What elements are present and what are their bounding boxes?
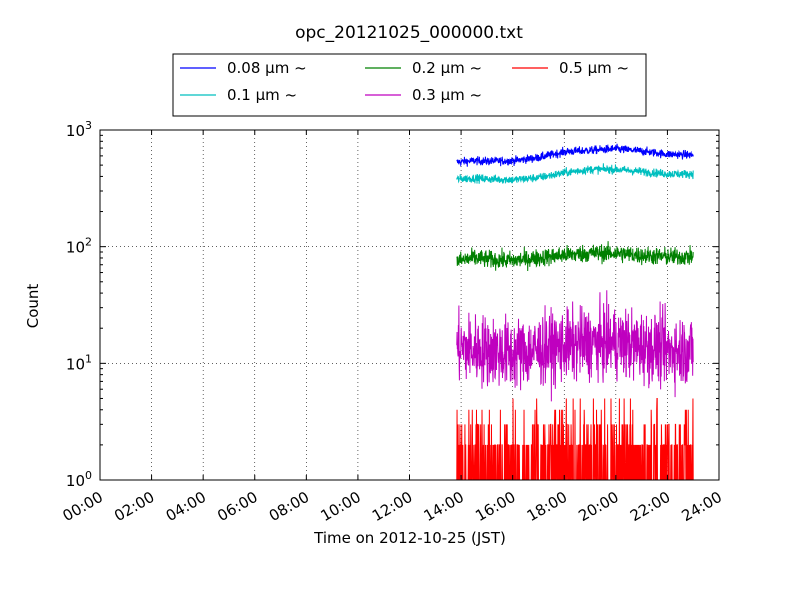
y-tick-label: 100 (66, 469, 92, 490)
series-line-0 (456, 143, 694, 168)
x-tick-label: 04:00 (163, 488, 209, 525)
x-tick-label: 16:00 (472, 488, 518, 525)
grid (100, 130, 719, 480)
x-tick-label: 06:00 (214, 488, 260, 525)
x-axis-label: Time on 2012-10-25 (JST) (313, 529, 506, 547)
x-tick-label: 14:00 (421, 488, 467, 525)
y-tick-label: 102 (66, 236, 92, 257)
legend-label-1: 0.1 μm ~ (227, 86, 297, 104)
legend-frame (172, 53, 647, 117)
legend: 0.08 μm ~ 0.1 μm ~ 0.2 μm ~ 0.3 μm ~ 0.5 μm … (172, 53, 647, 117)
x-tick-label: 08:00 (266, 488, 312, 525)
x-tick-label: 00:00 (60, 488, 106, 525)
y-axis-label: Count (24, 284, 42, 329)
x-tick-label: 22:00 (627, 488, 673, 525)
legend-label-2: 0.2 μm ~ (412, 59, 482, 77)
series-line-2 (456, 241, 694, 272)
chart-title: opc_20121025_000000.txt (295, 23, 523, 43)
x-tick-label: 12:00 (369, 488, 415, 525)
legend-label-4: 0.5 μm ~ (559, 59, 629, 77)
series-line-4 (456, 397, 694, 481)
x-tick-label: 20:00 (575, 488, 621, 525)
y-tick-label: 101 (66, 352, 92, 373)
legend-label-3: 0.3 μm ~ (412, 86, 482, 104)
legend-label-0: 0.08 μm ~ (227, 59, 307, 77)
x-tick-label: 24:00 (679, 488, 725, 525)
y-tick-label: 103 (66, 119, 92, 140)
x-tick-label: 10:00 (317, 488, 363, 525)
series-line-3 (456, 290, 694, 402)
series-line-1 (456, 163, 694, 184)
x-tick-label: 02:00 (111, 488, 157, 525)
series-layer (456, 143, 694, 481)
x-tick-label: 18:00 (524, 488, 570, 525)
